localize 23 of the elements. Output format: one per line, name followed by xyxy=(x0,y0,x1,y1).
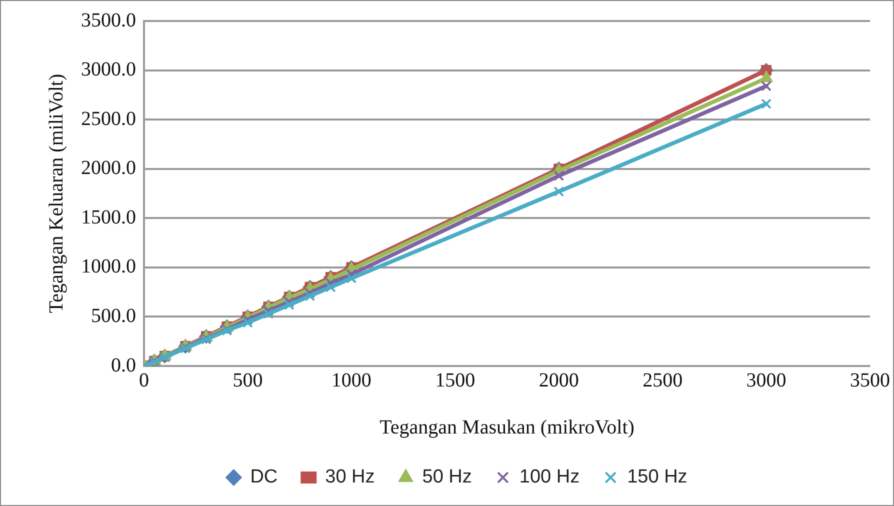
legend-label: 100 Hz xyxy=(519,466,580,488)
x-tick-label: 1000 xyxy=(331,369,372,392)
x-tick-label: 1500 xyxy=(435,369,476,392)
x-tick-label: 0 xyxy=(139,369,149,392)
x-tick-label: 500 xyxy=(232,369,263,392)
legend-label: 150 Hz xyxy=(627,466,688,488)
x-tick-label: 2500 xyxy=(642,369,683,392)
y-tick-label: 3500.0 xyxy=(81,9,136,32)
x-tick-label: 3000 xyxy=(746,369,786,392)
x-axis-title: Tegangan Masukan (mikroVolt) xyxy=(380,416,634,438)
y-tick-label: 500.0 xyxy=(91,304,136,327)
legend-label: 30 Hz xyxy=(325,466,375,488)
y-axis-title: Tegangan Keluaran (miliVolt) xyxy=(45,74,68,314)
legend-label: 50 Hz xyxy=(422,466,472,488)
y-tick-label: 3000.0 xyxy=(81,58,136,81)
y-tick-label: 1500.0 xyxy=(81,206,136,228)
y-tick-label: 2000.0 xyxy=(81,157,136,180)
y-tick-label: 0.0 xyxy=(111,354,136,376)
y-tick-label: 2500.0 xyxy=(81,108,136,130)
x-tick-label: 2000 xyxy=(538,369,579,392)
x-tick-label: 3500 xyxy=(850,369,890,392)
y-tick-label: 1000.0 xyxy=(81,256,136,278)
legend-label: DC xyxy=(250,466,278,488)
